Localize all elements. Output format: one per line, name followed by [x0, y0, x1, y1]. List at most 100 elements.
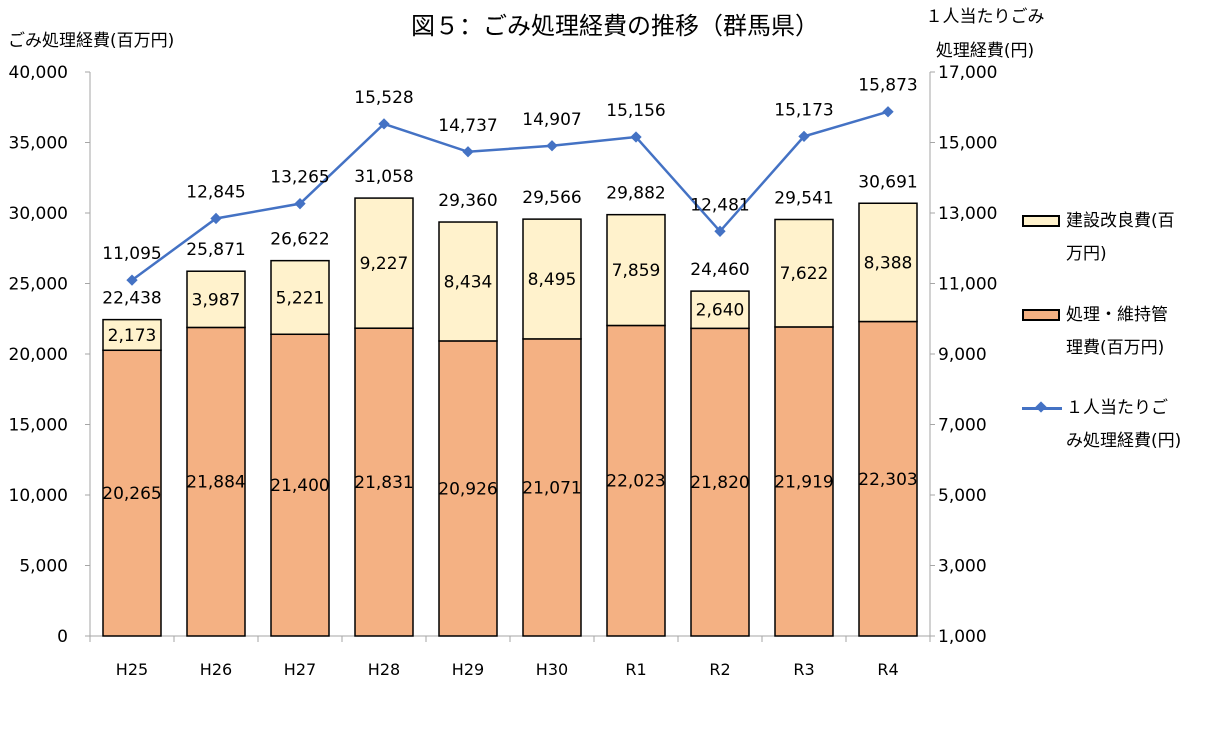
- bar-construction: [354, 197, 414, 329]
- label-operation: 21,884: [186, 473, 245, 493]
- x-tick-label: R3: [793, 660, 814, 679]
- bar-construction: [186, 270, 246, 329]
- label-per-capita: 13,265: [270, 168, 329, 188]
- right-tick-label: 9,000: [938, 345, 987, 365]
- bar-operation: [606, 324, 666, 637]
- legend-item-operation: 処理・維持管 理費(百万円): [1022, 299, 1207, 365]
- line-marker-diamond: [714, 225, 726, 237]
- legend-label-operation-2: 理費(百万円): [1066, 338, 1165, 358]
- axes: 0 5,000 10,000 15,000 20,000 25,000 30,000 35,0…: [9, 63, 998, 679]
- x-tick-label: R4: [877, 660, 898, 679]
- bar-operation: [186, 326, 246, 637]
- line-marker-diamond: [630, 131, 642, 143]
- legend-label-per-capita-2: み処理経費(円): [1066, 431, 1182, 451]
- bars: [102, 197, 918, 637]
- legend-item-per-capita: １人当たりご み処理経費(円): [1022, 392, 1207, 458]
- legend-item-construction: 建設改良費(百 万円): [1022, 205, 1207, 271]
- right-tick-label: 11,000: [938, 275, 997, 295]
- label-per-capita: 12,845: [186, 182, 245, 202]
- label-operation: 20,265: [102, 484, 161, 504]
- label-per-capita: 15,528: [354, 88, 413, 108]
- label-construction: 3,987: [192, 290, 241, 310]
- right-axis-title-line2: 処理経費(円): [936, 41, 1034, 61]
- left-axis-title: ごみ処理経費(百万円): [8, 31, 174, 51]
- label-total: 29,360: [438, 191, 497, 211]
- bar-construction: [774, 218, 834, 328]
- bar-construction: [522, 218, 582, 340]
- right-tick-label: 13,000: [938, 204, 997, 224]
- bar-construction: [102, 318, 162, 352]
- bar-operation: [354, 327, 414, 637]
- label-construction: 2,173: [108, 326, 157, 346]
- line-marker-diamond: [462, 146, 474, 158]
- chart-title: 図５：ごみ処理経費の推移（群馬県）: [411, 12, 819, 40]
- bar-construction: [438, 221, 498, 342]
- legend-swatch-construction: [1022, 215, 1060, 227]
- right-tick-label: 5,000: [938, 486, 987, 506]
- bar-operation: [102, 349, 162, 637]
- label-total: 25,871: [186, 240, 245, 260]
- left-tick-label: 25,000: [9, 275, 68, 295]
- label-operation: 21,820: [690, 473, 749, 493]
- label-construction: 5,221: [276, 288, 325, 308]
- legend-swatch-operation: [1022, 309, 1060, 321]
- label-construction: 7,859: [612, 261, 661, 281]
- label-per-capita: 15,156: [606, 101, 665, 121]
- label-operation: 21,919: [774, 472, 833, 492]
- bar-operation: [438, 340, 498, 637]
- legend-label-per-capita-1: １人当たりご: [1066, 398, 1168, 418]
- label-operation: 21,831: [354, 473, 413, 493]
- line-marker-diamond: [210, 212, 222, 225]
- line-marker-diamond: [546, 140, 558, 152]
- line-marker-diamond: [798, 130, 810, 143]
- bar-construction: [690, 290, 750, 330]
- data-labels: 20,265 2,173 22,438 21,884 3,987 25,871 21,400…: [102, 76, 917, 504]
- x-tick-label: H28: [368, 660, 400, 679]
- line-per-capita: [131, 110, 889, 282]
- right-tick-label: 15,000: [938, 134, 997, 154]
- label-construction: 8,434: [444, 272, 493, 292]
- left-tick-label: 30,000: [9, 204, 68, 224]
- label-operation: 21,400: [270, 476, 329, 496]
- label-per-capita: 15,173: [774, 100, 833, 120]
- bar-construction: [270, 259, 330, 336]
- label-total: 29,882: [606, 184, 665, 204]
- label-total: 30,691: [858, 172, 917, 192]
- x-tick-label: H25: [116, 660, 148, 679]
- label-operation: 20,926: [438, 479, 497, 499]
- left-tick-label: 35,000: [9, 134, 68, 154]
- label-construction: 9,227: [360, 254, 409, 274]
- legend-marker-diamond-icon: [1035, 401, 1047, 413]
- x-tick-label: H30: [536, 660, 568, 679]
- bar-operation: [270, 333, 330, 637]
- right-tick-label: 17,000: [938, 63, 997, 83]
- x-tick-label: H26: [200, 660, 232, 679]
- label-construction: 7,622: [780, 264, 829, 284]
- bar-construction: [858, 202, 918, 323]
- label-total: 22,438: [102, 289, 161, 309]
- right-tick-label: 1,000: [938, 627, 987, 647]
- label-per-capita: 12,481: [690, 195, 749, 215]
- bar-construction: [606, 213, 666, 327]
- x-tick-label: H29: [452, 660, 484, 679]
- bar-operation: [522, 338, 582, 637]
- label-total: 29,541: [774, 188, 833, 208]
- left-tick-label: 40,000: [9, 63, 68, 83]
- left-tick-label: 20,000: [9, 345, 68, 365]
- bar-operation: [858, 320, 918, 637]
- right-tick-label: 7,000: [938, 416, 987, 436]
- line-marker-diamond: [882, 106, 894, 118]
- label-total: 31,058: [354, 167, 413, 187]
- label-total: 29,566: [522, 188, 581, 208]
- right-tick-label: 3,000: [938, 557, 987, 577]
- label-construction: 2,640: [696, 301, 745, 321]
- label-operation: 22,023: [606, 472, 665, 492]
- label-construction: 8,388: [864, 253, 913, 273]
- legend-label-operation-1: 処理・維持管: [1066, 305, 1168, 325]
- label-per-capita: 14,907: [522, 110, 581, 130]
- x-tick-label: R2: [709, 660, 730, 679]
- bar-operation: [774, 326, 834, 637]
- label-construction: 8,495: [528, 270, 577, 290]
